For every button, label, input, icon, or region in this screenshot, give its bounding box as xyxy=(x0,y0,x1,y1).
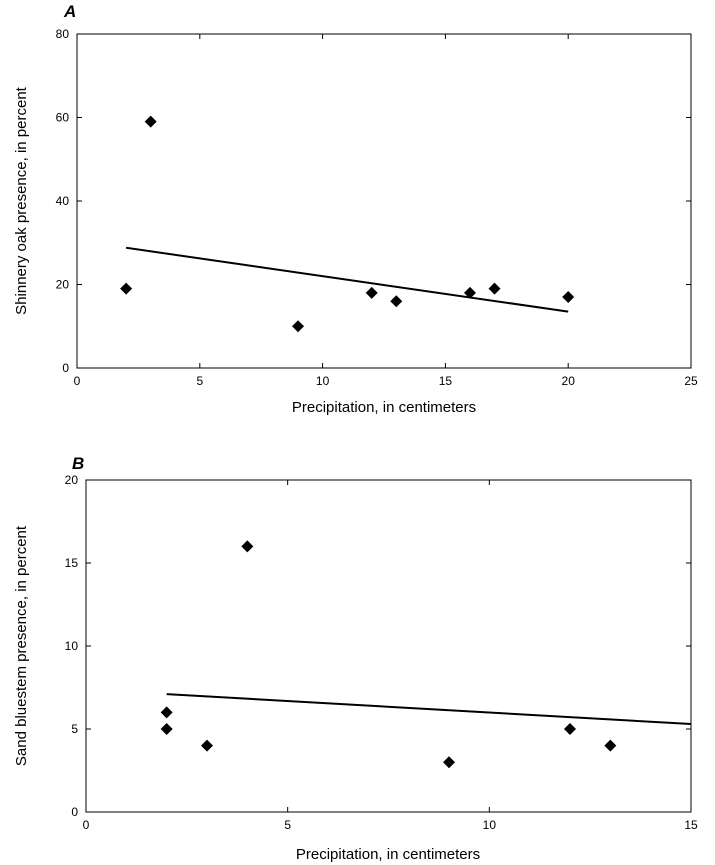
x-tick-label: 0 xyxy=(83,818,90,832)
y-axis-label-b: Sand bluestem presence, in percent xyxy=(13,525,30,766)
data-point xyxy=(564,723,576,735)
data-point xyxy=(144,115,157,128)
data-point xyxy=(160,706,173,719)
data-point xyxy=(120,282,133,295)
x-tick-label: 15 xyxy=(439,374,453,388)
x-tick-label: 25 xyxy=(684,374,698,388)
trendline-a xyxy=(125,246,569,313)
y-tick-label: 20 xyxy=(65,473,79,487)
data-point xyxy=(390,295,403,308)
x-tick-label: 15 xyxy=(684,818,698,832)
x-axis-label-a: Precipitation, in centimeters xyxy=(292,399,476,416)
panel-label-b: B xyxy=(72,454,84,473)
ticks-b xyxy=(85,479,692,813)
chart-b: B 0 5 10 15 0 5 10 15 20 Precipitation, in centi… xyxy=(13,454,698,863)
data-point xyxy=(365,286,378,299)
points-b xyxy=(160,540,617,769)
ticks-a xyxy=(76,33,692,369)
x-tick-label: 20 xyxy=(562,374,576,388)
y-tick-label: 20 xyxy=(56,278,70,292)
y-tick-label: 80 xyxy=(56,27,70,41)
data-point xyxy=(292,320,305,333)
chart-a: A 0 5 10 15 20 25 0 20 40 60 80 Precipitation, in … xyxy=(13,2,698,416)
plot-frame-a xyxy=(76,33,692,369)
plot-frame-b xyxy=(85,479,692,813)
data-point xyxy=(562,291,575,304)
y-tick-label: 5 xyxy=(71,722,78,736)
data-point xyxy=(443,756,455,769)
y-tick-label: 10 xyxy=(65,639,79,653)
y-tick-label: 60 xyxy=(56,111,70,125)
x-tick-label: 10 xyxy=(316,374,330,388)
y-axis-label-a: Shinnery oak presence, in percent xyxy=(13,86,30,314)
data-point xyxy=(463,286,476,299)
data-point xyxy=(241,540,254,553)
x-tick-label: 5 xyxy=(196,374,203,388)
trendline-b xyxy=(166,693,692,726)
data-point xyxy=(488,282,501,295)
x-tick-label: 0 xyxy=(74,374,81,388)
tick-labels-a: 0 5 10 15 20 25 0 20 40 60 80 xyxy=(56,27,698,388)
points-a xyxy=(120,115,575,333)
x-tick-label: 10 xyxy=(483,818,497,832)
data-point xyxy=(604,739,617,752)
y-tick-label: 0 xyxy=(71,805,78,819)
data-point xyxy=(201,739,213,752)
y-tick-label: 15 xyxy=(65,556,79,570)
x-tick-label: 5 xyxy=(284,818,291,832)
data-point xyxy=(160,723,173,735)
y-tick-label: 0 xyxy=(62,361,69,375)
panel-label-a: A xyxy=(63,2,76,21)
tick-labels-b: 0 5 10 15 0 5 10 15 20 xyxy=(65,473,698,832)
x-axis-label-b: Precipitation, in centimeters xyxy=(296,846,480,863)
y-tick-label: 40 xyxy=(56,194,70,208)
